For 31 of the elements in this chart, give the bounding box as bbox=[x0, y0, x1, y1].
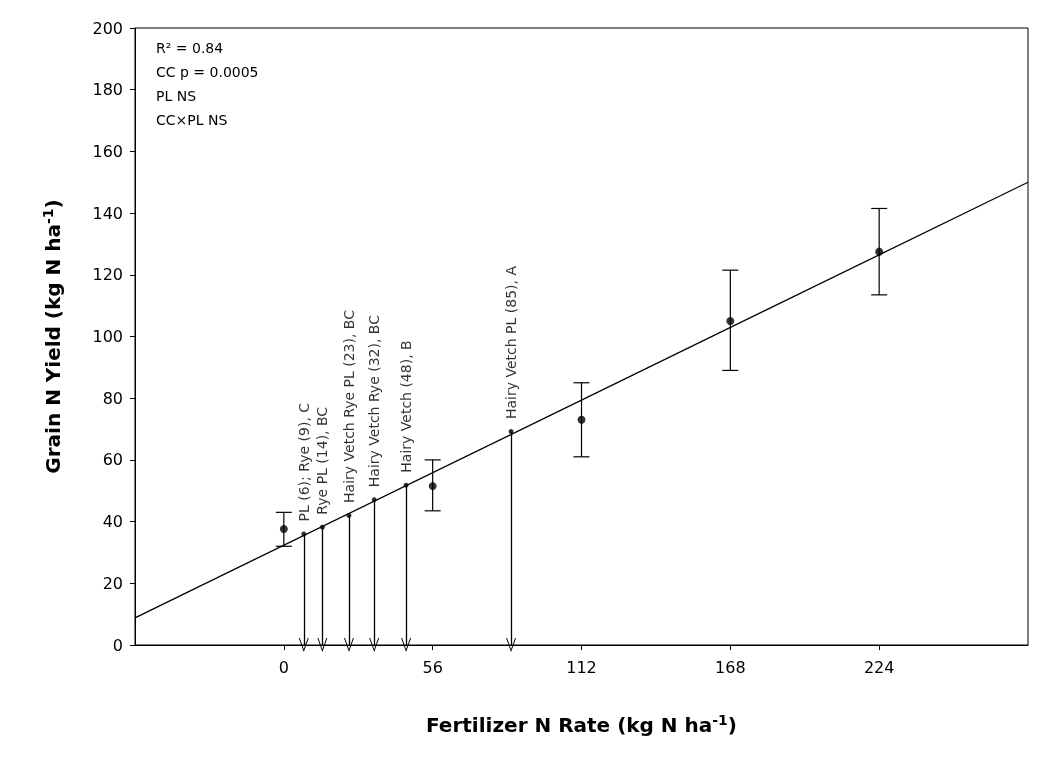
y-tick-label: 100 bbox=[92, 327, 123, 346]
x-tick-label: 0 bbox=[278, 657, 289, 677]
y-tick-label: 180 bbox=[92, 80, 123, 100]
y-tick-label: 40 bbox=[102, 512, 123, 532]
y-tick-label: 160 bbox=[92, 141, 123, 161]
y-tick-label: 0 bbox=[112, 635, 123, 655]
point bbox=[428, 482, 437, 491]
x-tick-label: 224 bbox=[863, 657, 895, 677]
y-axis-title: Grain N Yield (kg N ha-1) bbox=[40, 199, 65, 474]
annotation: Rye PL (14), BC bbox=[314, 406, 331, 515]
y-tick-label: 20 bbox=[102, 573, 123, 593]
x-tick-label: 56 bbox=[422, 657, 443, 677]
annotation: PL NS bbox=[156, 88, 197, 104]
point bbox=[279, 525, 288, 533]
y-tick-label: 60 bbox=[102, 450, 123, 470]
annotation: Hairy Vetch Rye PL (23), BC bbox=[340, 309, 357, 503]
annotation: R² = 0.84 bbox=[156, 40, 224, 56]
point bbox=[726, 317, 735, 326]
y-tick-label: 80 bbox=[102, 388, 123, 408]
annotation: PL (6); Rye (9), C bbox=[295, 402, 312, 522]
annotation: Hairy Vetch (48), B bbox=[398, 340, 415, 473]
annotation: CC p = 0.0005 bbox=[156, 64, 259, 80]
y-tick-label: 140 bbox=[92, 203, 123, 223]
annotation: CC×PL NS bbox=[156, 112, 228, 128]
y-tick-label: 120 bbox=[92, 265, 123, 285]
x-tick-label: 168 bbox=[715, 657, 746, 677]
annotation: Hairy Vetch PL (85), A bbox=[503, 265, 520, 420]
annotation: Hairy Vetch Rye (32), BC bbox=[366, 314, 383, 488]
x-tick-label: 112 bbox=[566, 657, 597, 677]
point bbox=[577, 415, 586, 424]
y-tick-label: 200 bbox=[92, 18, 123, 38]
